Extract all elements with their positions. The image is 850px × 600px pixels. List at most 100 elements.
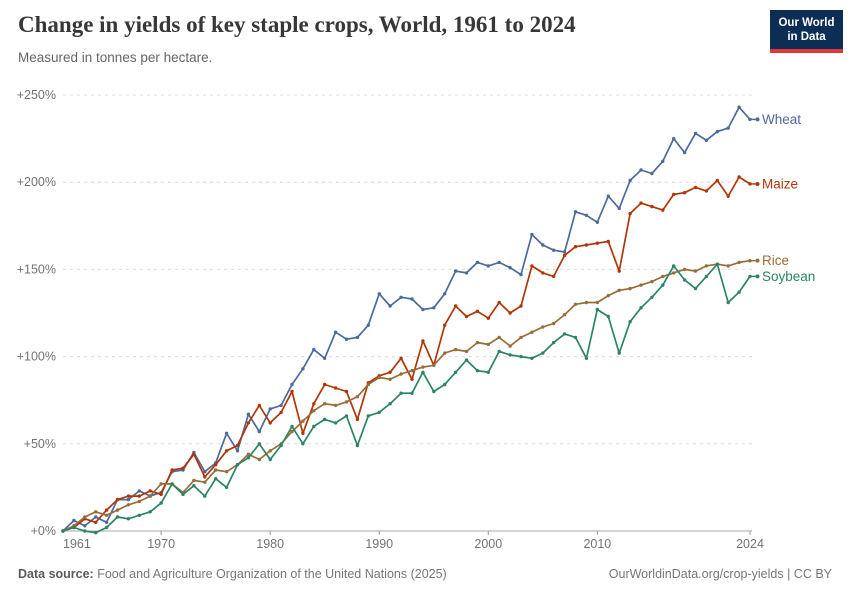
soybean-point-marker <box>682 278 687 282</box>
soybean-point-marker <box>181 492 185 497</box>
owid-logo-line2: in Data <box>787 31 826 43</box>
soybean-point-marker <box>301 442 305 446</box>
x-axis-tick-label: 2010 <box>583 537 611 551</box>
wheat-point-marker <box>617 206 621 211</box>
rice-point-marker <box>661 274 665 279</box>
maize-line[interactable] <box>62 176 751 532</box>
soybean-point-marker <box>366 414 370 418</box>
rice-point-marker <box>672 271 676 275</box>
rice-point-marker <box>519 335 523 340</box>
maize-point-marker <box>617 269 621 273</box>
maize-point-marker <box>552 274 556 279</box>
soybean-point-marker <box>203 494 207 498</box>
maize-point-marker <box>519 304 523 308</box>
rice-point-marker <box>617 288 621 292</box>
x-axis-tick-label: 1961 <box>63 537 91 551</box>
maize-point-marker <box>344 389 349 394</box>
maize-point-marker <box>443 323 447 327</box>
maize-point-marker <box>715 178 719 183</box>
maize-point-marker <box>628 211 632 216</box>
maize-point-marker <box>475 309 480 313</box>
wheat-point-marker <box>672 136 676 141</box>
wheat-point-marker <box>421 307 425 312</box>
maize-point-marker <box>421 339 425 343</box>
rice-point-marker <box>639 283 643 287</box>
wheat-point-marker <box>475 260 480 265</box>
wheat-point-marker <box>137 489 141 493</box>
soybean-point-marker <box>224 485 229 490</box>
rice-point-marker <box>355 395 360 399</box>
maize-point-marker <box>541 271 545 275</box>
rice-point-marker <box>399 372 403 376</box>
rice-point-marker <box>312 409 316 413</box>
wheat-point-marker <box>312 347 316 352</box>
y-axis-tick-label: +200% <box>17 175 56 189</box>
rice-point-marker <box>573 302 578 306</box>
soybean-point-marker <box>432 389 436 394</box>
wheat-line[interactable] <box>62 106 751 532</box>
wheat-point-marker <box>366 323 370 327</box>
rice-point-marker <box>126 503 131 507</box>
wheat-point-marker <box>224 431 229 435</box>
x-axis-tick-label: 1980 <box>256 537 284 551</box>
data-source-note[interactable]: Data source: Food and Agriculture Organi… <box>18 567 447 581</box>
wheat-point-marker <box>682 150 687 155</box>
soybean-point-marker <box>475 368 480 373</box>
maize-point-marker <box>410 377 414 381</box>
wheat-point-marker <box>584 213 589 217</box>
maize-point-marker <box>399 356 403 360</box>
soybean-point-marker <box>639 306 643 310</box>
wheat-point-marker <box>203 470 207 474</box>
wheat-point-marker <box>650 171 654 176</box>
maize-point-marker <box>312 402 316 406</box>
rice-point-marker <box>693 269 698 273</box>
rice-point-marker <box>388 377 392 381</box>
rice-point-marker <box>83 515 87 519</box>
soybean-point-marker <box>410 391 414 395</box>
soybean-point-marker <box>530 356 534 360</box>
soybean-point-marker <box>562 332 567 336</box>
wheat-point-marker <box>235 449 240 453</box>
footer-link[interactable]: OurWorldinData.org/crop-yields | CC BY <box>608 567 832 581</box>
soybean-point-marker <box>508 353 512 357</box>
maize-point-marker <box>606 239 610 244</box>
owid-logo-line1: Our World <box>778 17 835 29</box>
rice-series-label[interactable]: Rice <box>762 253 789 268</box>
soybean-point-marker <box>726 300 730 305</box>
maize-point-marker <box>224 449 229 453</box>
x-axis-tick-label: 2000 <box>474 537 502 551</box>
rice-point-marker <box>203 480 207 484</box>
wheat-point-marker <box>301 367 305 371</box>
soybean-point-marker <box>104 525 109 530</box>
soybean-series-label[interactable]: Soybean <box>762 269 815 284</box>
rice-point-marker <box>606 293 610 298</box>
rice-point-marker <box>410 368 414 373</box>
rice-point-marker <box>497 335 501 340</box>
soybean-point-marker <box>650 295 654 299</box>
page-title: Change in yields of key staple crops, Wo… <box>18 12 576 37</box>
wheat-point-marker <box>126 497 131 502</box>
owid-logo[interactable]: Our World in Data <box>770 10 843 53</box>
yield-change-line-chart[interactable]: +0% +50% +100% +150% +200% +250% 1961 1970 1980 1… <box>0 0 850 560</box>
soybean-point-marker <box>715 262 719 266</box>
maize-point-marker <box>323 382 327 387</box>
soybean-line[interactable] <box>62 263 751 534</box>
maize-point-marker <box>508 311 512 315</box>
rice-point-marker <box>159 482 163 486</box>
maize-series-label[interactable]: Maize <box>762 176 798 191</box>
maize-point-marker <box>181 466 185 470</box>
wheat-series-label[interactable]: Wheat <box>762 112 801 127</box>
chart-footer: Data source: Food and Agriculture Organi… <box>18 567 832 581</box>
soybean-point-marker <box>137 513 141 517</box>
wheat-point-marker <box>661 159 665 163</box>
wheat-point-marker <box>628 178 632 183</box>
wheat-point-marker <box>268 407 272 411</box>
soybean-point-marker <box>628 320 632 324</box>
maize-point-marker <box>464 314 469 319</box>
rice-point-marker <box>475 340 480 345</box>
wheat-point-marker <box>83 524 87 528</box>
maize-point-marker <box>573 245 578 249</box>
wheat-point-marker <box>639 168 643 172</box>
rice-point-marker <box>377 375 381 380</box>
x-axis-tick-label: 2024 <box>736 537 764 551</box>
